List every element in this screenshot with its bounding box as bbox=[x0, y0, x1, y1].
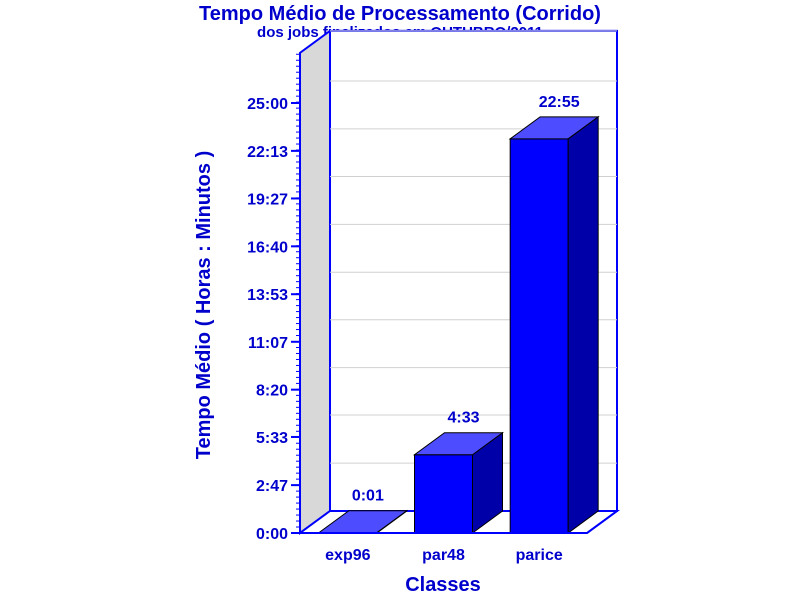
y-tick-label: 19:27 bbox=[247, 191, 288, 208]
left-wall bbox=[299, 28, 331, 535]
y-tick-label: 22:13 bbox=[247, 144, 288, 161]
bar-parice bbox=[508, 115, 600, 534]
y-tick-label: 0:00 bbox=[256, 526, 288, 543]
value-label: 0:01 bbox=[352, 488, 384, 505]
bar-front bbox=[414, 454, 473, 534]
y-tick-label: 16:40 bbox=[247, 239, 288, 256]
value-label: 4:33 bbox=[447, 410, 479, 427]
bar-side bbox=[567, 115, 599, 534]
bar-top bbox=[508, 116, 600, 140]
bars: 0:01 4:33 22:55 bbox=[317, 94, 600, 534]
bar-top bbox=[412, 432, 505, 456]
value-label: 22:55 bbox=[539, 94, 580, 111]
chart-title: Tempo Médio de Processamento (Corrido) bbox=[199, 3, 601, 25]
y-tick-label: 8:20 bbox=[256, 383, 288, 400]
y-tick-label: 13:53 bbox=[247, 287, 288, 304]
bar-par48 bbox=[412, 431, 505, 534]
x-tick-label: parice bbox=[516, 547, 563, 564]
bar-front bbox=[509, 138, 569, 534]
y-tick-label: 2:47 bbox=[256, 478, 288, 495]
y-tick-label: 5:33 bbox=[256, 430, 288, 447]
y-tick-label: 25:00 bbox=[247, 96, 288, 113]
x-tick-label: exp96 bbox=[325, 547, 370, 564]
y-axis: 0:00 2:47 5:33 8:20 11:07 13:53 16:40 19:27 22:1… bbox=[247, 52, 301, 543]
floor-edge bbox=[586, 510, 618, 534]
x-axis-label: Classes bbox=[405, 574, 481, 596]
x-axis: exp96 par48 parice bbox=[300, 510, 618, 564]
y-axis-label: Tempo Médio ( Horas : Minutos ) bbox=[193, 151, 215, 460]
x-tick-label: par48 bbox=[422, 547, 465, 564]
y-tick-label: 11:07 bbox=[248, 335, 288, 352]
